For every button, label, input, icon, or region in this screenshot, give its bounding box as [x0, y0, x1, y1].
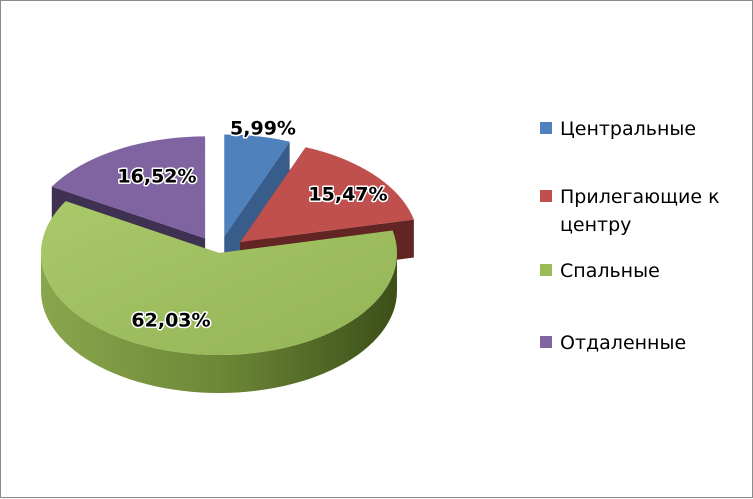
data-label-adjacent: 15,47%: [308, 184, 387, 206]
legend-swatch-adjacent: [540, 190, 552, 202]
data-label-residential: 62,03%: [131, 310, 210, 332]
pie-slice-top-adjacent: [240, 147, 414, 243]
legend-item-residential: Спальные: [540, 257, 738, 285]
legend-item-adjacent: Прилегающие к центру: [540, 183, 738, 239]
legend-swatch-remote: [540, 336, 552, 348]
pie-slice-residential: [41, 201, 397, 393]
pie-slice-top-residential: [41, 201, 397, 355]
legend-swatch-residential: [540, 264, 552, 276]
pie-slice-central: [224, 134, 290, 275]
legend-label-remote: Отдаленные: [560, 332, 687, 354]
legend-item-remote: Отдаленные: [540, 329, 738, 357]
legend-label-adjacent: Прилегающие к центру: [560, 186, 720, 236]
pie-slice-wall-central-1: [224, 141, 290, 275]
pie-slice-side-residential: [41, 253, 397, 393]
pie-slice-top-central: [224, 134, 290, 237]
data-label-central: 5,99%: [230, 118, 296, 140]
data-label-remote: 16,52%: [117, 166, 196, 188]
legend-label-central: Центральные: [560, 118, 697, 140]
legend-item-central: Центральные: [540, 115, 738, 143]
pie-slice-top-remote: [51, 136, 206, 239]
legend-label-residential: Спальные: [560, 260, 660, 282]
legend-swatch-central: [540, 122, 552, 134]
